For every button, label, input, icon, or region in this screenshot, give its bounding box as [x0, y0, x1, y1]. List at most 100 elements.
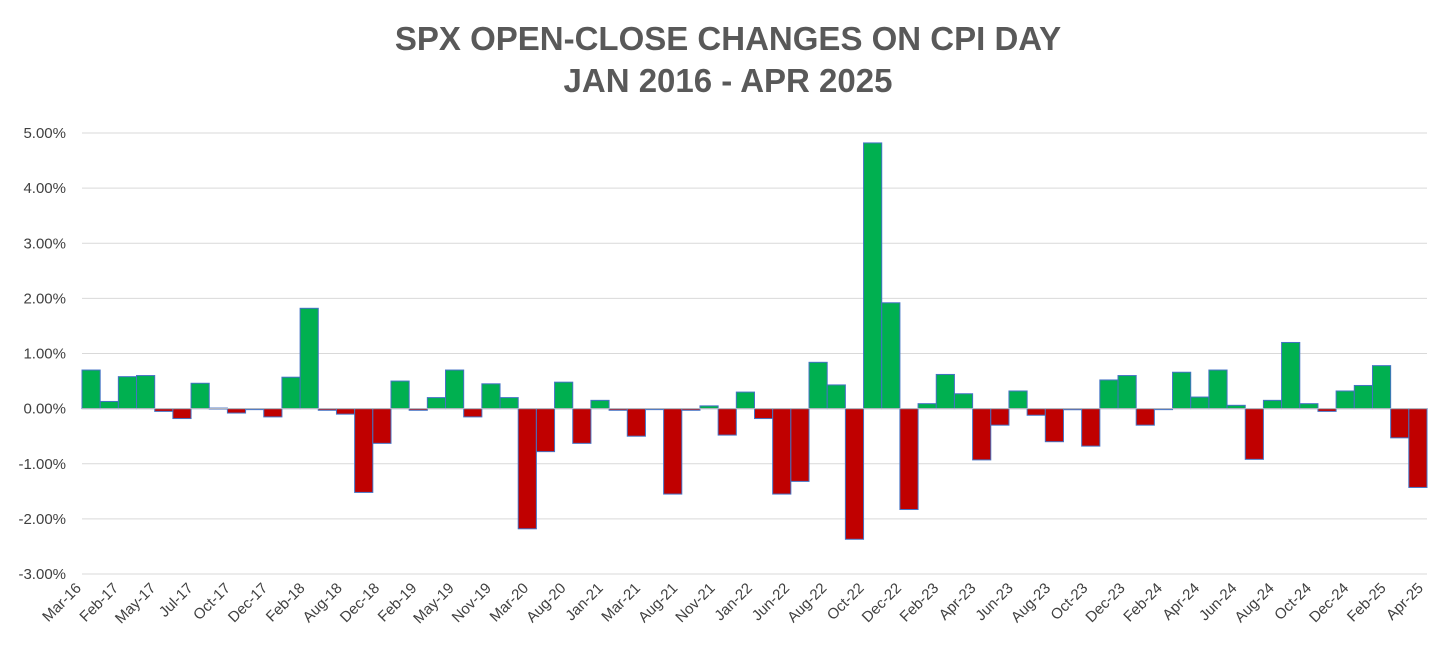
x-tick-label: Mar-20	[487, 580, 533, 626]
x-tick-label: Aug-23	[1008, 580, 1054, 626]
x-tick-label: May-17	[112, 580, 159, 627]
x-tick-label: Dec-17	[225, 580, 271, 626]
x-tick-label: Jul-17	[156, 580, 197, 621]
bar-negative	[535, 408, 556, 453]
bar-negative	[172, 408, 192, 420]
bar-negative	[844, 408, 865, 540]
bar-positive	[299, 307, 319, 410]
bar-positive	[281, 376, 301, 410]
bar-positive	[1335, 390, 1355, 410]
bar-positive	[1353, 384, 1373, 410]
y-tick-label: 3.00%	[23, 235, 66, 252]
bar-positive	[808, 361, 828, 410]
bar-positive	[499, 397, 519, 410]
x-tick-label: May-19	[410, 580, 457, 627]
bar-negative	[1081, 408, 1101, 447]
bar-positive	[1371, 365, 1392, 410]
y-tick-label: -3.00%	[18, 566, 66, 583]
bar-negative	[335, 408, 356, 415]
bar-positive	[136, 375, 156, 410]
x-tick-label: Apr-24	[1159, 580, 1203, 624]
bar-negative	[1408, 408, 1428, 488]
bar-negative	[772, 408, 792, 495]
bar-positive	[190, 382, 210, 410]
bar-positive	[917, 403, 937, 410]
x-tick-label: Dec-22	[859, 580, 905, 626]
bar-positive	[99, 400, 119, 410]
chart-title: SPX OPEN-CLOSE CHANGES ON CPI DAY	[394, 20, 1062, 57]
x-tick-label: Mar-21	[598, 580, 644, 626]
bar-positive	[1117, 375, 1137, 410]
x-tick-label: Nov-21	[672, 580, 718, 626]
bar-negative	[1135, 408, 1155, 426]
bar-negative	[1026, 408, 1046, 416]
bar-negative	[354, 408, 374, 493]
bar-positive	[117, 376, 138, 410]
y-tick-label: 2.00%	[23, 290, 66, 307]
x-tick-label: Nov-19	[449, 580, 495, 626]
x-tick-label: Aug-22	[784, 580, 830, 626]
y-tick-label: 5.00%	[23, 125, 66, 142]
bar-positive	[81, 369, 101, 410]
bar-negative	[263, 408, 283, 418]
x-tick-label: Feb-23	[897, 580, 943, 626]
bar-negative	[626, 408, 646, 437]
bar-negative	[717, 408, 737, 436]
bar-positive	[881, 302, 901, 410]
bar-negative	[572, 408, 592, 444]
x-tick-label: Aug-18	[300, 580, 346, 626]
bar-positive	[953, 393, 974, 410]
bar-positive	[554, 381, 574, 410]
bar-positive	[390, 380, 410, 410]
bar-negative	[1390, 408, 1410, 439]
bar-positive	[1172, 371, 1192, 410]
x-tick-label: Apr-25	[1383, 580, 1427, 624]
bar-negative	[990, 408, 1010, 426]
bar-negative	[226, 408, 247, 414]
x-tick-label: Jan-21	[562, 580, 606, 624]
y-tick-label: 1.00%	[23, 346, 66, 363]
bar-negative	[1244, 408, 1264, 460]
bar-positive	[935, 373, 955, 410]
bar-negative	[972, 408, 992, 461]
bar-negative	[1044, 408, 1064, 443]
bar-positive	[1099, 379, 1119, 410]
x-tick-label: Mar-16	[39, 580, 85, 626]
bar-positive	[426, 397, 447, 410]
bar-negative	[663, 408, 683, 495]
x-tick-label: Apr-23	[936, 580, 980, 624]
bar-positive	[1262, 399, 1283, 410]
x-tick-label: Dec-23	[1082, 580, 1128, 626]
x-tick-label: Aug-24	[1231, 580, 1277, 626]
x-tick-label: Feb-25	[1344, 580, 1390, 626]
y-tick-label: -1.00%	[18, 456, 66, 473]
bar-negative	[372, 408, 392, 444]
bar-positive	[1190, 396, 1210, 410]
bar-positive	[826, 384, 846, 410]
bar-positive	[863, 142, 883, 410]
x-tick-label: Dec-24	[1306, 580, 1352, 626]
y-tick-label: 4.00%	[23, 180, 66, 197]
bar-negative	[754, 408, 774, 420]
x-tick-label: Dec-18	[337, 580, 383, 626]
bar-positive	[481, 383, 501, 410]
x-tick-label: Jan-22	[711, 580, 755, 624]
bar-positive	[445, 369, 465, 410]
bar-positive	[590, 399, 610, 410]
bar-negative	[463, 408, 483, 418]
bar-positive	[1008, 390, 1028, 410]
bar-positive	[1299, 403, 1319, 410]
chart-title-block: SPX OPEN-CLOSE CHANGES ON CPI DAY JAN 20…	[0, 18, 1456, 102]
bar-positive	[1208, 369, 1228, 410]
x-tick-label: Aug-20	[523, 580, 569, 626]
bar-positive	[1281, 341, 1301, 410]
y-tick-label: 0.00%	[23, 401, 66, 418]
bar-negative	[899, 408, 919, 511]
bar-positive	[735, 391, 756, 410]
x-tick-label: Aug-21	[635, 580, 681, 626]
x-tick-label: Feb-24	[1120, 580, 1166, 626]
chart-subtitle: JAN 2016 - APR 2025	[563, 62, 893, 99]
bar-negative	[790, 408, 810, 482]
bar-negative	[517, 408, 537, 530]
